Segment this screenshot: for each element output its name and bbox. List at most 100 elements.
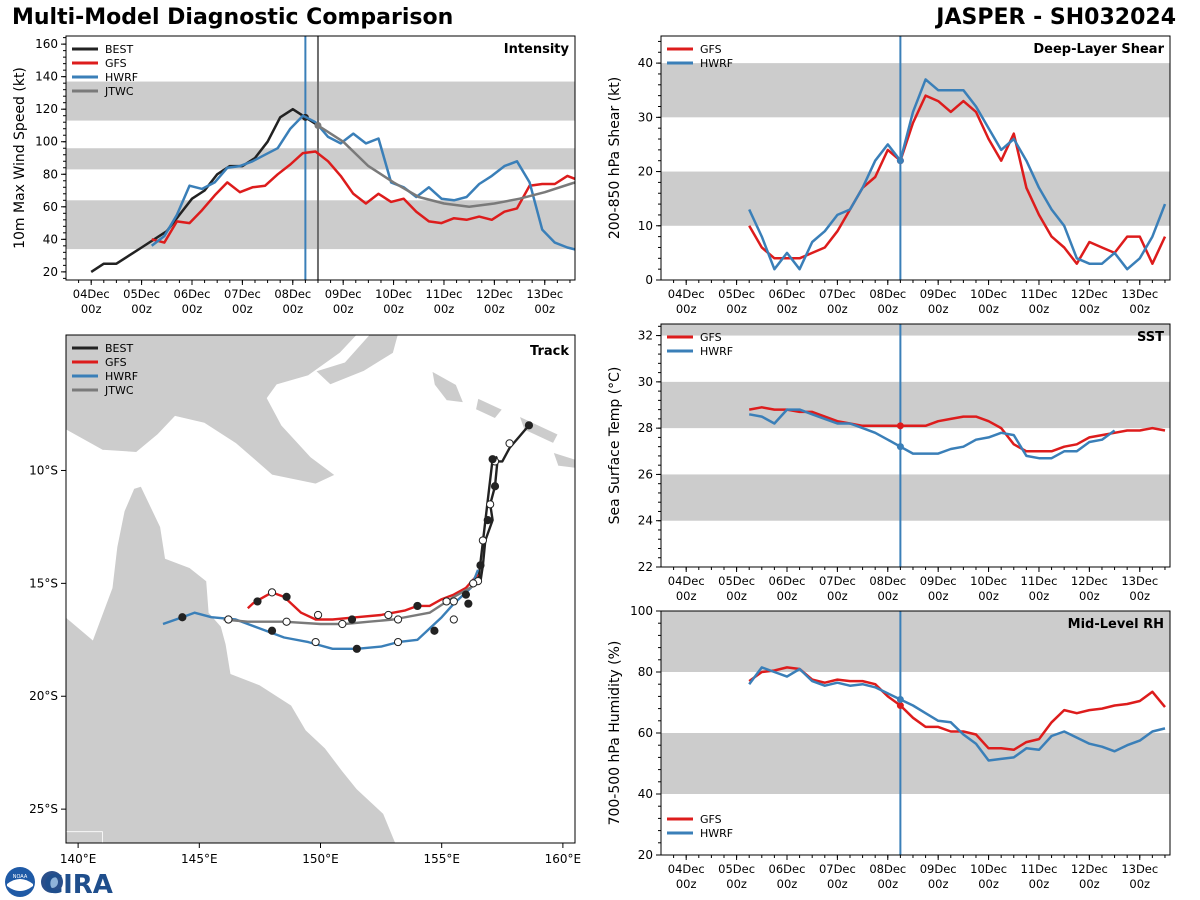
sst-init-point-hwrf [896,443,904,451]
storm-id-title: JASPER - SH032024 [936,5,1176,30]
sst-band-1 [661,381,1170,429]
shear-xtick-label-time: 00z [726,302,747,316]
figure-title: Multi-Model Diagnostic Comparison [12,5,454,30]
shear-xtick-label-time: 00z [1079,302,1100,316]
intensity-legend-label-best: BEST [105,43,133,56]
intensity-xtick-label-time: 00z [534,302,555,316]
intensity-xtick-label-date: 10Dec [375,287,412,301]
track-ytick-label: 10°S [29,463,58,477]
track-marker-hwrf [464,599,473,608]
sst-xtick-label-time: 00z [1079,589,1100,603]
intensity-xtick-label-time: 00z [81,302,102,316]
intensity-xtick-label-date: 06Dec [174,287,211,301]
rh-xtick-label-time: 00z [877,877,898,891]
rh-panel-title: Mid-Level RH [1068,617,1164,632]
rh-xtick-label-date: 12Dec [1071,862,1108,876]
shear-panel-title: Deep-Layer Shear [1033,42,1164,57]
rh-init-point-gfs [896,702,904,710]
intensity-panel-title: Intensity [504,42,570,57]
track-marker-best [478,536,487,545]
track-marker-gfs [461,590,471,599]
track-marker-best [483,516,492,525]
track-map-area [66,335,575,843]
rh-ytick-label: 80 [638,665,653,679]
track-marker-hwrf [393,637,403,647]
rh-xtick-label-time: 00z [726,877,747,891]
shear-band-0 [661,171,1170,226]
track-xtick-label: 160°E [545,852,582,866]
sst-xtick-label-time: 00z [1029,589,1050,603]
shear-xtick-label-date: 10Dec [970,287,1007,301]
intensity-series-hwrf [150,114,575,251]
track-xtick-label: 140°E [60,852,97,866]
panel-rh: 2040608010004Dec00z05Dec00z06Dec00z07Dec… [607,604,1171,891]
track-line-gfs [246,573,479,621]
track-marker-jtwc [224,615,233,624]
sst-panel-title: SST [1137,330,1164,345]
intensity-xtick-label-date: 11Dec [426,287,463,301]
track-marker-gfs [449,597,458,606]
shear-xtick-label-time: 00z [777,302,798,316]
track-ytick-label: 20°S [29,689,58,703]
intensity-series-gfs [151,150,575,244]
rh-xtick-label-date: 13Dec [1121,862,1158,876]
track-marker-gfs [282,592,291,602]
land-australia-border-box [66,831,103,843]
shear-xtick-label-time: 00z [978,302,999,316]
sst-legend-label-hwrf: HWRF [700,345,733,358]
land-australia [66,485,397,843]
shear-xtick-label-date: 09Dec [920,287,957,301]
track-legend-label-jtwc: JTWC [104,384,134,397]
land-new-britain [314,335,399,386]
intensity-xtick-label-date: 05Dec [123,287,160,301]
track-line-jtwc [223,582,479,626]
shear-xtick-label-date: 08Dec [869,287,906,301]
sst-init-point-gfs [896,422,904,430]
sst-xtick-label-date: 04Dec [668,574,705,588]
intensity-ytick-label: 140 [35,70,58,84]
rh-xtick-label-time: 00z [1079,877,1100,891]
sst-xtick-label-date: 06Dec [769,574,806,588]
shear-xtick-label-date: 04Dec [668,287,705,301]
sst-xtick-label-time: 00z [978,589,999,603]
land-guadalcanal [552,451,575,469]
shear-ytick-label: 30 [638,110,653,124]
sst-xtick-label-date: 13Dec [1121,574,1158,588]
track-marker-hwrf [352,644,361,653]
shear-xtick-label-time: 00z [928,302,949,316]
rh-xtick-label-date: 06Dec [769,862,806,876]
track-marker-jtwc [282,617,291,626]
sst-xtick-label-date: 12Dec [1071,574,1108,588]
intensity-xtick-label-time: 00z [333,302,354,316]
rh-xtick-label-time: 00z [777,877,798,891]
track-marker-hwrf [311,637,320,647]
track-line-best [476,424,530,585]
track-marker-jtwc [338,619,347,629]
shear-xtick-label-date: 05Dec [718,287,755,301]
rh-xtick-label-date: 08Dec [869,862,906,876]
intensity-ytick-label: 60 [43,200,58,214]
intensity-ytick-label: 100 [35,135,58,149]
shear-legend-label-gfs: GFS [700,43,722,56]
sst-ytick-label: 24 [638,514,653,528]
rh-band-1 [661,611,1170,672]
rh-xtick-label-time: 00z [928,877,949,891]
rh-xtick-label-time: 00z [827,877,848,891]
intensity-band-2 [66,81,575,121]
shear-xtick-label-time: 00z [827,302,848,316]
sst-ylabel: Sea Surface Temp (°C) [607,367,623,525]
rh-ytick-label: 20 [638,848,653,862]
track-xtick-label: 145°E [181,852,218,866]
rh-band-0 [661,733,1170,794]
intensity-ytick-label: 80 [43,167,58,181]
intensity-xtick-label-time: 00z [383,302,404,316]
sst-band-0 [661,474,1170,521]
rh-xtick-label-time: 00z [1129,877,1150,891]
intensity-xtick-label-date: 13Dec [526,287,563,301]
intensity-ylabel: 10m Max Wind Speed (kt) [12,67,28,249]
track-xtick-label: 155°E [423,852,460,866]
noaa-logo-icon: NOAA [5,867,35,897]
sst-ytick-label: 26 [638,467,653,481]
rh-series-gfs [748,666,1166,752]
track-marker-gfs [413,601,422,611]
